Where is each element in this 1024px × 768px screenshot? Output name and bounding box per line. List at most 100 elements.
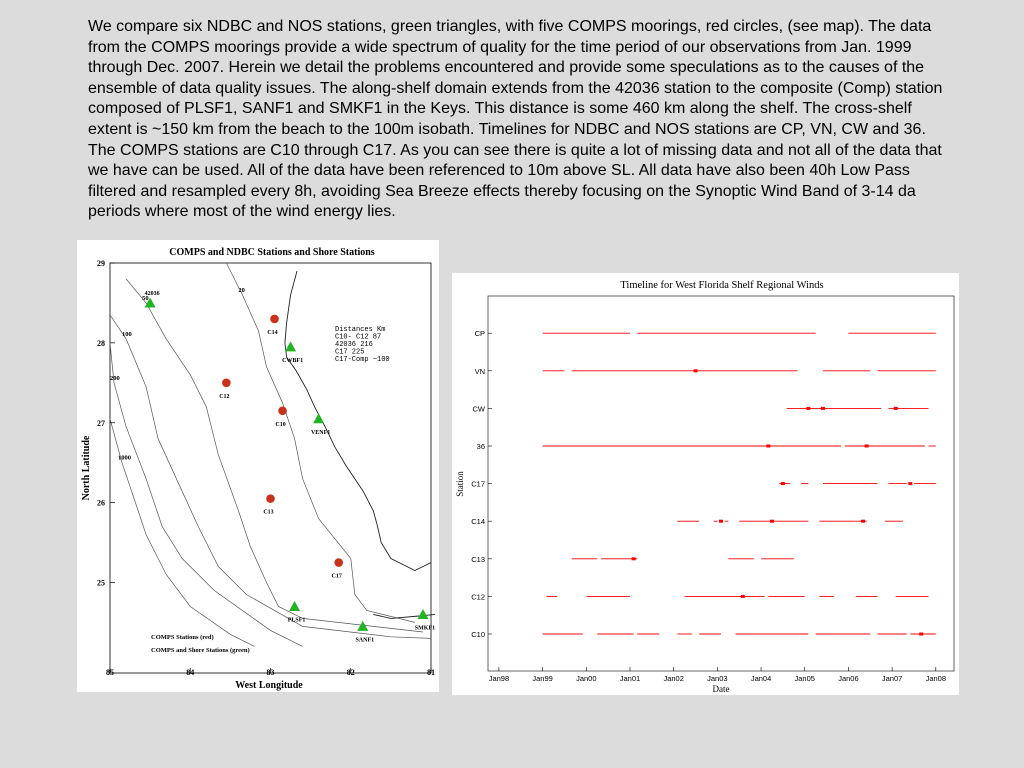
x-tick-label: Jan01 [620,674,640,683]
x-tick-label: Jan06 [838,674,858,683]
legend-comps-stations: COMPS Stations (red) [151,634,214,641]
station-map-figure: COMPS and NDBC Stations and Shore Statio… [77,240,439,692]
coastline-segment [284,270,432,572]
station-label-c13: C13 [263,510,273,516]
x-tick-label: 84 [186,668,194,677]
map-x-label: West Longitude [235,680,303,691]
station-marker-sanf1 [357,620,369,631]
station-marker-c14 [270,314,279,324]
y-tick-label: C17 [471,480,485,489]
data-burst-36 [766,444,771,448]
map-y-label: North Latitude [81,435,92,500]
data-burst-cw [820,406,825,410]
y-tick-label: CW [473,404,486,413]
y-tick-label: 26 [97,499,105,508]
isobath-50-label: 50 [142,295,149,302]
x-tick-label: Jan04 [751,674,771,683]
legend-shore-stations: COMPS and Shore Stations (green) [151,647,250,654]
x-tick-label: Jan99 [532,674,552,683]
station-label-smkf1: SMKF1 [415,625,435,631]
x-tick-label: 83 [267,668,275,677]
isobath-layer: 20 50 100 200 1000 [109,262,432,647]
data-burst-c13 [631,557,636,561]
y-tick-label: 36 [477,442,485,451]
x-tick-label: Jan03 [707,674,727,683]
y-tick-label: C10 [471,630,485,639]
data-burst-c12 [740,594,745,598]
station-label-sanf1: SANF1 [355,637,374,643]
map-legend: COMPS Stations (red) COMPS and Shore Sta… [151,634,250,654]
x-tick-label: 81 [427,668,435,677]
x-tick-label: Jan07 [882,674,902,683]
distance-table-row: C10- C12 87 [335,334,381,342]
y-tick-label: C12 [471,592,485,601]
station-label-c10: C10 [275,422,285,428]
x-tick-label: Jan00 [576,674,596,683]
station-label-42036: 42036 [145,291,160,297]
data-burst-vn [693,369,698,373]
intro-paragraph: We compare six NDBC and NOS stations, gr… [88,18,943,221]
station-marker-smkf1 [417,608,429,619]
station-marker-c13 [266,494,275,503]
isobath-1000-label: 1000 [118,455,131,462]
y-tick-label: CP [475,329,485,338]
data-burst-cw [893,406,898,410]
station-markers: C14 C12 C10 C13 C17 42036 CWBF1 VENF1 PLSF1 SANF1… [144,291,435,643]
station-marker-venf1 [313,413,325,424]
data-burst-c17 [908,482,913,486]
y-tick-label: 29 [97,259,105,268]
y-tick-label: C14 [471,517,485,526]
x-tick-label: Jan02 [663,674,683,683]
y-tick-label: VN [475,367,485,376]
station-map-svg: COMPS and NDBC Stations and Shore Statio… [81,247,436,691]
y-tick-label: 28 [97,339,105,348]
distance-table-row: C17-Comp ~100 [335,356,390,364]
y-tick-label: 25 [97,579,105,588]
station-label-c12: C12 [219,394,229,400]
data-burst-cw [806,406,811,410]
y-tick-label: C13 [471,555,485,564]
timeline-figure: Timeline for West Florida Shelf Regional… [452,273,959,695]
timeline-x-label: Date [713,684,730,694]
x-tick-label: Jan05 [795,674,815,683]
timeline-axis-ticks: Jan98 Jan99 Jan00 Jan01 Jan02 Jan03 Jan04 Jan05… [471,329,946,683]
station-label-c17: C17 [332,574,342,580]
x-tick-label: 82 [347,668,355,677]
x-tick-label: 85 [106,668,114,677]
distance-table-row: 42036 216 [335,341,373,349]
isobath-20-line [226,262,415,623]
isobath-200-line [109,342,303,647]
distance-table-row: C17 225 [335,349,364,357]
timeline-coverage [542,332,936,636]
station-label-c14: C14 [267,330,277,336]
station-label-cwbf1: CWBF1 [282,358,303,364]
station-marker-c12 [222,378,231,388]
data-burst-c14 [769,519,774,523]
coastline-segment [373,613,436,619]
isobath-100-line [109,314,432,639]
station-marker-c10 [278,406,287,416]
data-burst-c14 [860,519,865,523]
station-label-plsf1: PLSF1 [288,617,306,623]
timeline-title: Timeline for West Florida Shelf Regional… [620,280,823,291]
x-tick-label: Jan98 [489,674,509,683]
isobath-50-line [125,278,424,633]
station-marker-42036 [144,297,156,308]
isobath-20-label: 20 [238,287,245,294]
station-marker-c17 [334,558,344,567]
data-burst-c10 [919,632,924,636]
distance-table-header: Distances Km [335,326,385,334]
isobath-200-label: 200 [110,375,120,382]
isobath-100-label: 100 [122,331,132,338]
y-tick-label: 27 [97,419,105,428]
data-burst-c14 [719,519,723,523]
station-label-venf1: VENF1 [311,430,330,436]
coastline-layer [284,270,436,619]
x-tick-label: Jan08 [926,674,946,683]
data-burst-36 [864,444,869,448]
map-title: COMPS and NDBC Stations and Shore Statio… [169,247,375,258]
timeline-y-label: Station [455,471,465,497]
station-marker-cwbf1 [285,341,297,352]
data-burst-c17 [780,482,785,486]
